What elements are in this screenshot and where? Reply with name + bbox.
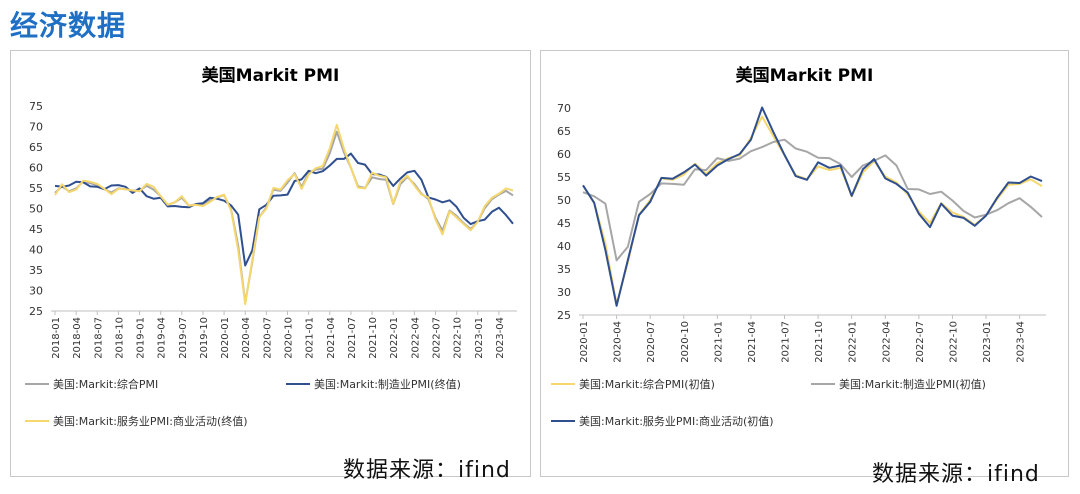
y-tick-label: 40 xyxy=(557,240,571,253)
x-tick-label: 2022-04 xyxy=(410,317,421,359)
series-line xyxy=(582,115,1043,305)
x-tick-label: 2021-01 xyxy=(305,317,316,359)
series-line xyxy=(54,130,514,304)
y-tick-label: 35 xyxy=(557,263,571,276)
y-tick-label: 30 xyxy=(557,286,571,299)
chart-panel-left: 美国Markit PMI 25 30 35 40 45 50 55 60 65 70 75 2018-0… xyxy=(10,50,531,477)
x-tick-label: 2020-01 xyxy=(579,321,590,363)
y-tick-label: 25 xyxy=(557,309,571,322)
x-tick-label: 2021-01 xyxy=(713,321,724,363)
x-tick-label: 2018-10 xyxy=(114,317,125,359)
y-tick-label: 45 xyxy=(29,223,43,236)
x-tick-label: 2021-10 xyxy=(814,321,825,363)
chart-right: 美国Markit PMI 25 30 35 40 45 50 55 60 65 70 2020-01 2… xyxy=(551,65,1046,428)
x-tick-label: 2020-04 xyxy=(241,317,252,359)
chart-left: 美国Markit PMI 25 30 35 40 45 50 55 60 65 70 75 2018-0… xyxy=(25,65,517,428)
y-tick-label: 65 xyxy=(557,125,571,138)
series-line xyxy=(582,138,1043,262)
x-tick-label: 2020-10 xyxy=(680,321,691,363)
y-tick-label: 40 xyxy=(29,244,43,257)
x-tick-label: 2020-01 xyxy=(220,317,231,359)
source-note-right: 数据来源：ifind xyxy=(872,462,1040,487)
y-tick-label: 70 xyxy=(29,121,43,134)
legend-label: 美国:Markit:制造业PMI(终值) xyxy=(314,377,461,391)
legend-label: 美国:Markit:综合PMI(初值) xyxy=(579,377,715,391)
y-tick-label: 55 xyxy=(29,182,43,195)
x-tick-label: 2022-07 xyxy=(915,321,926,363)
x-tick-label: 2023-04 xyxy=(495,317,506,359)
source-note-left: 数据来源：ifind xyxy=(343,458,511,483)
x-tick-label: 2018-04 xyxy=(72,317,83,359)
y-tick-label: 45 xyxy=(557,217,571,230)
y-tick-label: 35 xyxy=(29,264,43,277)
x-tick-label: 2020-10 xyxy=(284,317,295,359)
x-tick-label: 2019-07 xyxy=(178,317,189,359)
y-tick-label: 30 xyxy=(29,285,43,298)
x-tick-label: 2022-10 xyxy=(453,317,464,359)
page-title: 经济数据 xyxy=(10,9,127,42)
series-line xyxy=(54,152,514,267)
y-tick-label: 50 xyxy=(29,203,43,216)
x-tick-label: 2023-01 xyxy=(982,321,993,363)
x-tick-label: 2019-04 xyxy=(157,317,168,359)
legend-label: 美国:Markit:服务业PMI:商业活动(终值) xyxy=(53,414,248,428)
y-tick-label: 25 xyxy=(29,305,43,318)
x-tick-label: 2019-10 xyxy=(199,317,210,359)
legend-label: 美国:Markit:服务业PMI:商业活动(初值) xyxy=(579,414,774,428)
y-tick-label: 65 xyxy=(29,141,43,154)
x-tick-label: 2019-01 xyxy=(136,317,147,359)
x-tick-label: 2021-04 xyxy=(747,321,758,363)
x-tick-label: 2022-01 xyxy=(848,321,859,363)
x-tick-label: 2022-01 xyxy=(389,317,400,359)
y-tick-label: 60 xyxy=(29,162,43,175)
x-tick-label: 2021-10 xyxy=(368,317,379,359)
chart-panel-right: 美国Markit PMI 25 30 35 40 45 50 55 60 65 70 2020-01 2… xyxy=(540,50,1069,477)
x-tick-label: 2022-07 xyxy=(431,317,442,359)
chart-title: 美国Markit PMI xyxy=(202,65,340,86)
x-tick-label: 2020-07 xyxy=(646,321,657,363)
x-tick-label: 2021-07 xyxy=(347,317,358,359)
x-tick-label: 2020-04 xyxy=(613,321,624,363)
x-tick-label: 2020-07 xyxy=(262,317,273,359)
legend-label: 美国:Markit:综合PMI xyxy=(53,377,158,391)
x-tick-label: 2023-04 xyxy=(1016,321,1027,363)
x-tick-label: 2023-01 xyxy=(474,317,485,359)
y-tick-label: 55 xyxy=(557,171,571,184)
y-tick-label: 50 xyxy=(557,194,571,207)
x-tick-label: 2021-07 xyxy=(781,321,792,363)
x-tick-label: 2018-07 xyxy=(93,317,104,359)
series-line xyxy=(54,123,514,305)
y-tick-label: 60 xyxy=(557,148,571,161)
legend-label: 美国:Markit:制造业PMI(初值) xyxy=(839,377,986,391)
x-tick-label: 2022-10 xyxy=(948,321,959,363)
x-tick-label: 2022-04 xyxy=(881,321,892,363)
series-line xyxy=(582,106,1043,307)
x-tick-label: 2018-01 xyxy=(51,317,62,359)
x-tick-label: 2021-04 xyxy=(326,317,337,359)
y-tick-label: 75 xyxy=(29,100,43,113)
y-tick-label: 70 xyxy=(557,102,571,115)
chart-title: 美国Markit PMI xyxy=(736,65,874,86)
